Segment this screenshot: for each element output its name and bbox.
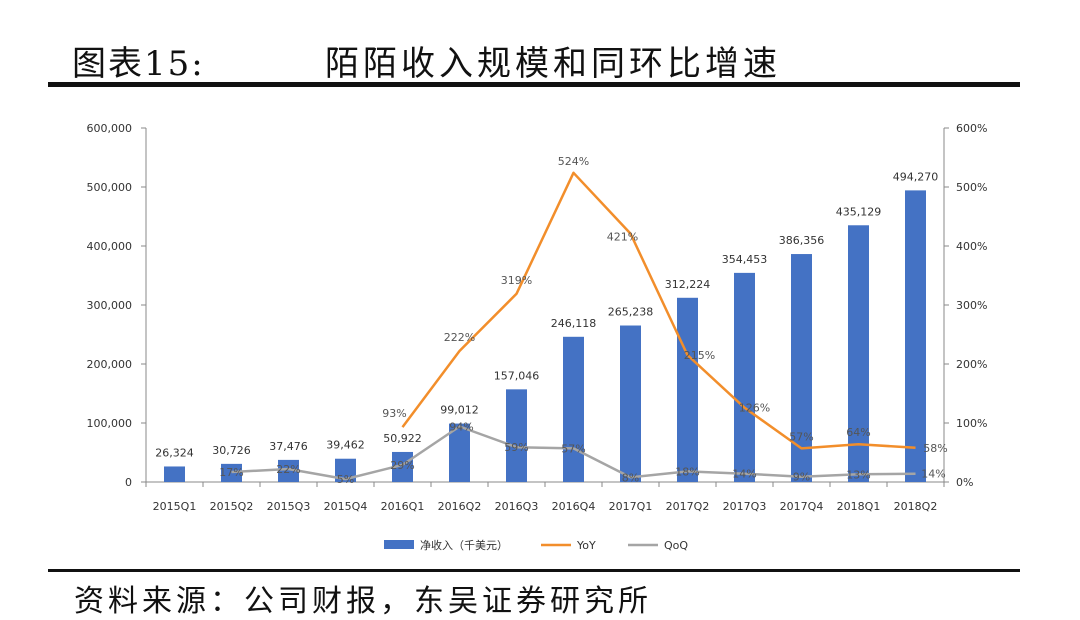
legend-qoq-label: QoQ <box>664 539 688 552</box>
bar-labels-group: 26,324 30,726 37,476 39,462 50,922 99,012 157,… <box>155 170 938 459</box>
revenue-bar-label: 386,356 <box>779 234 825 247</box>
category-label: 2015Q4 <box>324 500 368 513</box>
yoy-label: 222% <box>444 331 475 344</box>
qoq-label: 29% <box>390 459 414 472</box>
right-tick-label: 400% <box>956 240 987 253</box>
qoq-label: 17% <box>219 466 243 479</box>
qoq-label: 59% <box>504 441 528 454</box>
right-tick-label: 500% <box>956 181 987 194</box>
qoq-label: 5% <box>337 473 354 486</box>
category-label: 2018Q1 <box>837 500 881 513</box>
revenue-chart: 0 100,000 200,000 300,000 400,000 500,000 600,… <box>0 0 1080 570</box>
qoq-label: 13% <box>846 468 870 481</box>
qoq-label: 14% <box>732 468 756 481</box>
qoq-label: 94% <box>449 421 473 434</box>
revenue-bar-label: 494,270 <box>893 170 939 183</box>
yoy-label: 93% <box>382 407 406 420</box>
qoq-label: 18% <box>675 465 699 478</box>
left-tick-label: 0 <box>125 476 132 489</box>
category-label: 2015Q2 <box>210 500 254 513</box>
revenue-bar-label: 435,129 <box>836 205 882 218</box>
yoy-label: 58% <box>923 442 947 455</box>
category-label: 2016Q4 <box>552 500 596 513</box>
revenue-bar-label: 246,118 <box>551 317 597 330</box>
revenue-bar-label: 37,476 <box>269 440 308 453</box>
right-tick-label: 200% <box>956 358 987 371</box>
revenue-bar-label: 50,922 <box>383 432 422 445</box>
revenue-bar <box>620 326 641 482</box>
revenue-bar-label: 157,046 <box>494 369 540 382</box>
right-tick-label: 600% <box>956 122 987 135</box>
legend-revenue-swatch <box>384 540 414 549</box>
revenue-bar-label: 312,224 <box>665 278 711 291</box>
qoq-label: 14% <box>921 468 945 481</box>
legend-group: 净收入（千美元） YoY QoQ <box>384 538 688 552</box>
right-tick-label: 300% <box>956 299 987 312</box>
yoy-label: 421% <box>607 231 638 244</box>
category-label: 2017Q4 <box>780 500 824 513</box>
yoy-label: 319% <box>501 274 532 287</box>
category-label: 2017Q1 <box>609 500 653 513</box>
yoy-label: 57% <box>789 430 813 443</box>
revenue-bar-label: 354,453 <box>722 253 768 266</box>
category-label: 2016Q1 <box>381 500 425 513</box>
qoq-label: 22% <box>276 463 300 476</box>
left-tick-label: 100,000 <box>87 417 133 430</box>
right-tick-label: 0% <box>956 476 973 489</box>
footer-rule <box>48 569 1020 572</box>
revenue-bar-label: 265,238 <box>608 306 654 319</box>
category-label: 2016Q2 <box>438 500 482 513</box>
revenue-bar <box>677 298 698 482</box>
revenue-bar <box>506 389 527 482</box>
qoq-label: 9% <box>793 471 810 484</box>
revenue-bar-label: 26,324 <box>155 446 194 459</box>
yoy-label: 64% <box>846 426 870 439</box>
legend-yoy-label: YoY <box>576 539 596 552</box>
left-tick-label: 600,000 <box>87 122 133 135</box>
revenue-bar <box>164 466 185 482</box>
revenue-bar-label: 39,462 <box>326 439 365 452</box>
category-label: 2015Q3 <box>267 500 311 513</box>
yoy-label: 215% <box>684 349 715 362</box>
left-tick-label: 200,000 <box>87 358 133 371</box>
left-tick-label: 500,000 <box>87 181 133 194</box>
source-note: 资料来源：公司财报，东吴证券研究所 <box>74 576 652 620</box>
right-tick-label: 100% <box>956 417 987 430</box>
revenue-bar <box>905 190 926 482</box>
category-label: 2017Q3 <box>723 500 767 513</box>
left-tick-label: 300,000 <box>87 299 133 312</box>
qoq-label: 8% <box>622 471 639 484</box>
revenue-bar <box>563 337 584 482</box>
yoy-label: 126% <box>739 402 770 415</box>
left-tick-label: 400,000 <box>87 240 133 253</box>
category-label: 2015Q1 <box>153 500 197 513</box>
legend-revenue-label: 净收入（千美元） <box>420 538 508 552</box>
revenue-bar-label: 30,726 <box>212 444 251 457</box>
qoq-label: 57% <box>561 442 585 455</box>
category-label: 2018Q2 <box>894 500 938 513</box>
category-label: 2017Q2 <box>666 500 710 513</box>
revenue-bar-label: 99,012 <box>440 404 479 417</box>
yoy-label: 524% <box>558 155 589 168</box>
category-label: 2016Q3 <box>495 500 539 513</box>
revenue-bar <box>734 273 755 482</box>
